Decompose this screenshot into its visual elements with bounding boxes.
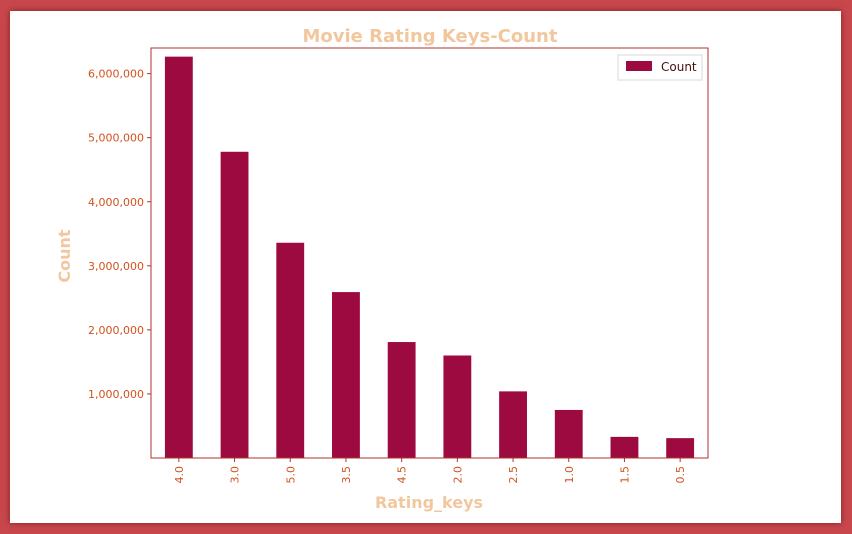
- plot-area: 4.0 3.0 5.0 3.5 4.5 2.0 2.5 1.0 1.5 0.5 1,000,000 2…: [88, 47, 709, 484]
- chart-title: Movie Rating Keys-Count: [303, 26, 558, 47]
- x-tick-label: 3.0: [229, 466, 242, 484]
- x-tick-label: 2.5: [507, 466, 520, 484]
- plot-spines: [150, 47, 709, 459]
- x-tick-label: 4.0: [173, 466, 186, 484]
- y-tick-label: 4,000,000: [88, 196, 144, 209]
- x-tick-label: 1.5: [618, 466, 631, 484]
- bar-2.5: [499, 391, 527, 458]
- x-tick-label: 5.0: [284, 466, 297, 484]
- y-tick-label: 1,000,000: [88, 388, 144, 401]
- legend-swatch: [626, 61, 652, 71]
- bar-1.5: [610, 436, 639, 458]
- y-tick-label: 2,000,000: [88, 324, 144, 337]
- legend-label: Count: [661, 60, 697, 74]
- bar-2.0: [443, 355, 472, 458]
- x-tick-label: 3.5: [340, 466, 353, 484]
- bar-4.0: [164, 56, 193, 458]
- figure-frame: [10, 11, 841, 523]
- y-tick-label: 3,000,000: [88, 260, 144, 273]
- y-axis-label: Count: [55, 229, 74, 283]
- bar-3.0: [220, 151, 249, 458]
- legend: Count: [617, 54, 703, 81]
- x-tick-label: 4.5: [396, 466, 409, 484]
- x-axis-label: Rating_keys: [375, 493, 483, 512]
- y-tick-label: 5,000,000: [88, 132, 144, 145]
- bar-1.0: [554, 409, 583, 458]
- bar-4.5: [387, 342, 416, 458]
- bar-0.5: [666, 438, 695, 458]
- x-tick-label: 0.5: [674, 466, 687, 484]
- bar-5.0: [276, 242, 305, 458]
- x-tick-label: 2.0: [451, 466, 464, 484]
- y-tick-label: 6,000,000: [88, 68, 144, 81]
- bar-3.5: [332, 292, 360, 458]
- x-tick-label: 1.0: [563, 466, 576, 484]
